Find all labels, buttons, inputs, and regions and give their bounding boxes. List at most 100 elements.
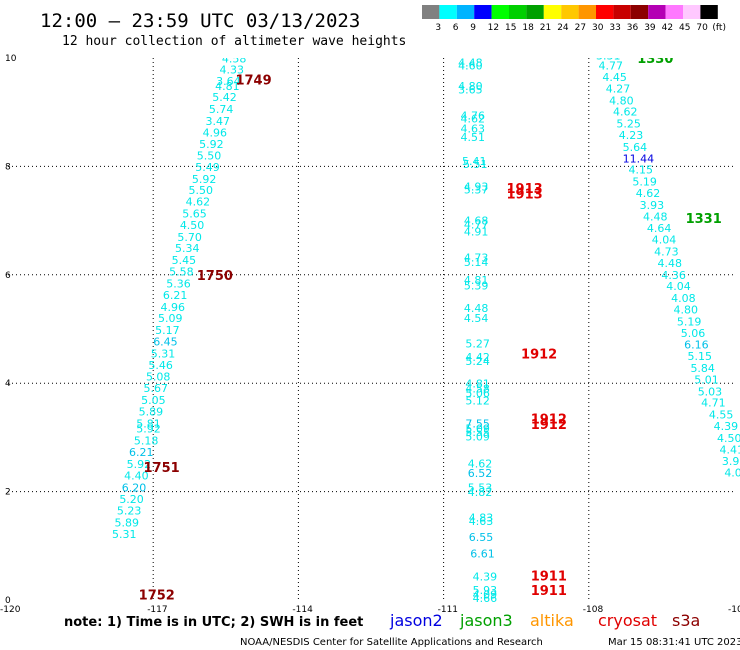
wave-height-value: 6.55 — [469, 531, 494, 544]
wave-height-value: 4.04 — [652, 234, 677, 247]
colorbar-swatch — [509, 5, 527, 19]
wave-height-value: 5.19 — [632, 176, 657, 189]
wave-height-value: 4.55 — [709, 409, 734, 422]
pass-time-label: 1912 — [521, 347, 557, 362]
wave-height-value: 5.17 — [155, 324, 180, 337]
wave-height-value: 4.77 — [464, 218, 489, 231]
chart-subtitle: 12 hour collection of altimeter wave hei… — [62, 34, 406, 49]
wave-height-value: 3.90 — [722, 455, 740, 468]
wave-height-value: 4.54 — [464, 312, 489, 325]
footnote: note: 1) Time is in UTC; 2) SWH is in fe… — [64, 615, 363, 630]
wave-height-value: 4.62 — [636, 187, 661, 200]
satellite-legend: jason2 jason3 altika cryosat s3a — [389, 611, 700, 630]
wave-height-value: 4.96 — [203, 126, 228, 139]
x-tick-label: -117 — [147, 605, 167, 615]
wave-height-value: 4.62 — [186, 196, 211, 209]
wave-height-value: 4.80 — [458, 80, 483, 93]
wave-height-value: 4.83 — [469, 512, 494, 525]
wave-height-value: 5.74 — [209, 103, 234, 116]
wave-height-value: 3.93 — [640, 199, 665, 212]
wave-height-value: 5.42 — [212, 91, 237, 104]
colorbar-swatch — [578, 5, 596, 19]
wave-height-value: 4.73 — [654, 245, 679, 258]
wave-height-value: 5.70 — [177, 231, 202, 244]
wave-height-value: 5.14 — [464, 256, 489, 269]
wave-height-value: 4.66 — [473, 592, 498, 605]
pass-time-label: 1913 — [507, 182, 543, 197]
wave-height-value: 6.16 — [684, 339, 709, 352]
wave-height-value: 4.80 — [609, 94, 634, 107]
wave-height-value: 5.18 — [134, 435, 159, 448]
wave-height-value: 4.81 — [464, 274, 489, 287]
wave-height-value: 4.93 — [464, 180, 489, 193]
wave-height-value: 4.48 — [643, 210, 668, 223]
wave-height-value: 5.92 — [136, 423, 161, 436]
satellite-legend-jason2: jason2 — [389, 611, 443, 630]
y-tick-label: 2 — [5, 488, 11, 498]
wave-height-value: 4.62 — [461, 113, 486, 126]
wave-height-value: 5.31 — [151, 347, 176, 360]
wave-height-value: 5.93 — [473, 584, 498, 597]
wave-height-value: 5.01 — [694, 373, 719, 386]
wave-height-value: 4.62 — [468, 457, 493, 470]
wave-height-value: 5.89 — [114, 516, 139, 529]
colorbar-label: 45 — [679, 23, 690, 33]
wave-height-value: 5.53 — [468, 481, 493, 494]
colorbar-swatch — [456, 5, 475, 19]
wave-height-value: 5.36 — [166, 277, 191, 290]
wave-height-value: 5.09 — [465, 423, 490, 436]
colorbar-label: 42 — [662, 23, 673, 33]
wave-height-value: 11.44 — [623, 152, 655, 165]
colorbar-swatch — [596, 5, 614, 19]
colorbar-label: 21 — [540, 23, 551, 33]
wave-height-value: 3.65 — [458, 83, 483, 96]
wave-height-value: 5.09 — [158, 312, 183, 325]
wave-height-value: 5.08 — [146, 371, 171, 384]
wave-height-value: 5.92 — [192, 173, 217, 186]
wave-height-value: 5.92 — [127, 458, 152, 471]
wave-height-value: 6.21 — [129, 446, 154, 459]
wave-height-value: 5.20 — [119, 493, 144, 506]
wave-height-value: 5.19 — [677, 315, 702, 328]
colorbar-swatch — [683, 5, 701, 19]
wave-height-value: 6.45 — [153, 335, 178, 348]
satellite-legend-jason3: jason3 — [459, 611, 513, 630]
pass-time-label: 1912 — [531, 412, 567, 427]
wave-height-value: 5.46 — [148, 359, 173, 372]
x-tick-label: -10 — [728, 605, 740, 615]
wave-height-value: 5.55 — [465, 426, 490, 439]
wave-height-value: 6.21 — [163, 289, 188, 302]
wave-height-value: 4.39 — [714, 420, 739, 433]
colorbar-swatch — [613, 5, 631, 19]
wave-height-value: 5.03 — [698, 385, 723, 398]
wave-height-value: 5.58 — [169, 266, 194, 279]
y-tick-label: 4 — [5, 379, 11, 389]
wave-height-value: 4.73 — [464, 251, 489, 264]
wave-height-value: 4.76 — [461, 109, 486, 122]
wave-height-value: 3.31 — [596, 49, 621, 62]
wave-height-value: 5.27 — [465, 338, 490, 351]
color-scale-legend: 3 6 9 12 15 18 21 24 27 30 33 36 39 42 45 70 (ft) — [422, 5, 726, 33]
pass-time-label: 1912 — [531, 418, 567, 433]
colorbar-label: 39 — [644, 23, 656, 33]
satellite-legend-cryosat: cryosat — [598, 611, 657, 630]
colorbar-label: 12 — [488, 23, 499, 33]
wave-height-value: 5.51 — [463, 158, 488, 171]
wave-height-value: 4.33 — [220, 63, 245, 76]
wave-height-value: 4.51 — [461, 131, 486, 144]
satellite-legend-s3a: s3a — [672, 611, 700, 630]
wave-height-value: 5.84 — [690, 362, 715, 375]
wave-height-value: 4.63 — [461, 122, 486, 135]
wave-height-value: 4.96 — [160, 301, 185, 314]
pass-time-label: 1911 — [531, 584, 567, 599]
pass-time-label: 1749 — [235, 74, 271, 89]
colorbar-label: 33 — [609, 23, 620, 33]
grid-lines — [8, 58, 734, 600]
y-tick-label: 6 — [5, 271, 11, 281]
wave-height-value: 5.45 — [172, 254, 197, 267]
wave-height-value: 5.05 — [141, 394, 166, 407]
wave-height-value: 5.25 — [616, 118, 641, 131]
wave-height-value: 5.67 — [144, 382, 169, 395]
wave-height-value: 3.64 — [216, 75, 241, 88]
